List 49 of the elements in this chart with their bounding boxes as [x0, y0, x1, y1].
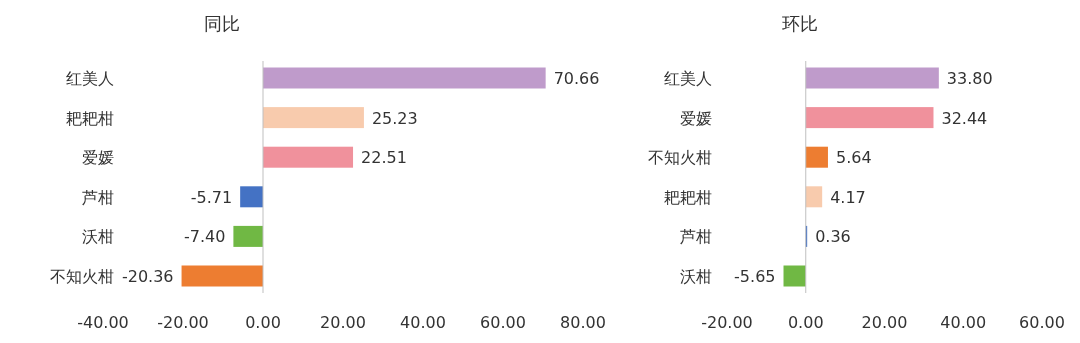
data-label: 0.36	[815, 227, 851, 247]
data-label: 22.51	[361, 148, 407, 168]
data-label: -5.65	[734, 267, 776, 286]
bar	[263, 67, 546, 89]
x-tick-label: 60.00	[480, 313, 526, 332]
x-tick-label: 0.00	[245, 313, 281, 332]
y-tick-label: 沃柑	[680, 267, 712, 286]
x-tick-label: 40.00	[400, 313, 446, 332]
bar	[783, 265, 806, 287]
x-tick-label: -40.00	[77, 313, 129, 332]
x-tick-label: 40.00	[940, 313, 987, 332]
data-label: 4.17	[830, 187, 866, 207]
bar	[240, 186, 263, 208]
bar	[805, 146, 828, 168]
y-tick-label: 不知火柑	[50, 267, 114, 286]
y-tick-label: 沃柑	[82, 227, 114, 247]
y-tick-label: 红美人	[664, 69, 712, 88]
bar	[263, 146, 354, 168]
y-tick-label: 芦柑	[680, 227, 712, 247]
y-tick-label: 芦柑	[82, 187, 114, 207]
x-tick-label: -20.00	[701, 313, 753, 332]
y-tick-label: 耙耙柑	[66, 108, 114, 128]
y-tick-label: 爱媛	[82, 148, 114, 168]
data-label: -5.71	[190, 187, 233, 207]
x-tick-label: 0.00	[787, 313, 824, 332]
bar	[233, 225, 263, 247]
y-tick-label: 爱媛	[680, 108, 712, 128]
data-label: -20.36	[121, 267, 174, 286]
x-tick-label: -20.00	[157, 313, 209, 332]
data-label: -7.40	[183, 227, 226, 247]
data-label: 33.80	[946, 69, 993, 88]
x-tick-label: 20.00	[861, 313, 908, 332]
x-tick-label: 20.00	[320, 313, 366, 332]
y-tick-label: 耙耙柑	[664, 187, 712, 207]
data-label: 25.23	[371, 108, 418, 128]
data-label: 70.66	[553, 69, 600, 88]
bar	[181, 265, 263, 287]
chart-title: 环比	[782, 13, 818, 34]
data-label: 32.44	[941, 108, 988, 128]
bar	[805, 67, 939, 89]
y-tick-label: 不知火柑	[648, 148, 712, 168]
bar	[805, 107, 934, 129]
y-tick-label: 红美人	[66, 69, 114, 88]
chart-title: 同比	[204, 13, 240, 34]
bar	[263, 107, 364, 129]
bar	[805, 186, 823, 208]
x-tick-label: 80.00	[560, 313, 606, 332]
data-label: 5.64	[835, 148, 872, 168]
x-tick-label: 60.00	[1019, 313, 1065, 332]
